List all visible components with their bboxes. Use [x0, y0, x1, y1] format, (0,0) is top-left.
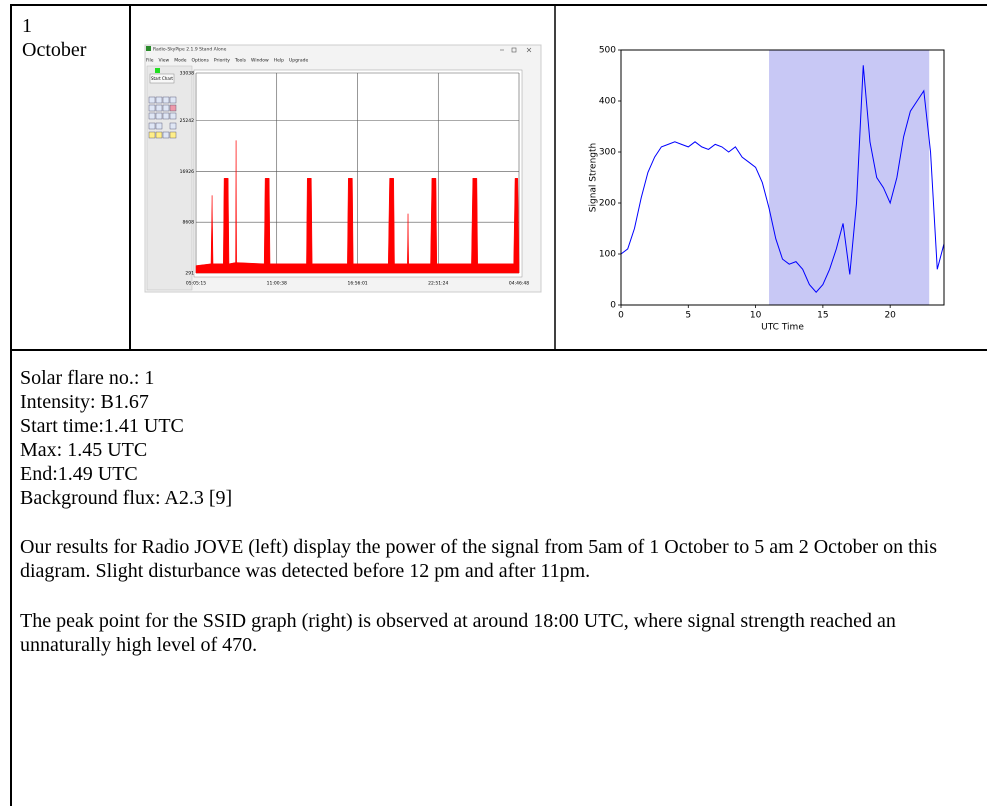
cell-label: 1 October — [22, 14, 92, 62]
x-tick-label: 04:46:48 — [509, 281, 529, 287]
x-tick-label: 20 — [884, 311, 896, 321]
skypipe-window: Radio-SkyPipe 2.1.9 Stand Alone Start Ch… — [145, 45, 541, 292]
x-tick-label: 15 — [817, 311, 828, 321]
detail-line: End:1.49 UTC — [20, 462, 232, 486]
y-tick-label: 100 — [599, 250, 616, 260]
menu-item: File — [146, 58, 154, 64]
detail-line: Start time:1.41 UTC — [20, 414, 232, 438]
page: Radio-SkyPipe 2.1.9 Stand Alone Start Ch… — [0, 0, 987, 806]
paragraph: Our results for Radio JOVE (left) displa… — [20, 535, 980, 583]
x-tick-label: 10 — [750, 311, 762, 321]
detail-line: Solar flare no.: 1 — [20, 366, 232, 390]
y-tick-label: 500 — [599, 46, 616, 56]
x-tick-label: 5 — [685, 311, 691, 321]
menu-item: View — [159, 58, 170, 64]
x-tick-label: 0 — [618, 311, 624, 321]
detail-line: Max: 1.45 UTC — [20, 438, 232, 462]
button-label: Start Chart — [151, 76, 173, 81]
y-tick-label: 400 — [599, 97, 616, 107]
y-tick-label: 25242 — [180, 118, 194, 124]
menu-item: Help — [274, 58, 284, 64]
menu-item: Mode — [174, 58, 186, 64]
x-tick-label: 05:05:15 — [186, 281, 206, 287]
paragraph: The peak point for the SSID graph (right… — [20, 609, 980, 657]
menu-item: Window — [251, 58, 269, 64]
y-tick-label: 8608 — [183, 220, 195, 226]
y-tick-label: 0 — [610, 301, 616, 311]
x-tick-label: 16:56:01 — [347, 281, 367, 287]
y-axis-label: Signal Strength — [589, 143, 599, 212]
y-tick-label: 300 — [599, 148, 616, 158]
x-tick-label: 11:00:38 — [267, 281, 287, 287]
menu-item: Tools — [234, 58, 247, 64]
y-tick-label: 16926 — [180, 169, 194, 175]
window-title: Radio-SkyPipe 2.1.9 Stand Alone — [153, 47, 227, 53]
y-tick-label: 33038 — [180, 71, 194, 77]
detail-line: Background flux: A2.3 [9] — [20, 486, 232, 510]
paragraphs: Our results for Radio JOVE (left) displa… — [20, 535, 980, 683]
status-light — [155, 68, 160, 73]
y-tick-label: 200 — [599, 199, 616, 209]
app-icon — [146, 46, 151, 51]
y-tick-label: 291 — [185, 271, 194, 277]
detail-line: Intensity: B1.67 — [20, 390, 232, 414]
x-tick-label: 22:51:24 — [428, 281, 448, 287]
menu-item: Upgrade — [289, 58, 308, 64]
menu-item: Options — [191, 58, 209, 64]
x-axis-label: UTC Time — [761, 323, 804, 333]
menu-item: Priority — [214, 58, 230, 64]
